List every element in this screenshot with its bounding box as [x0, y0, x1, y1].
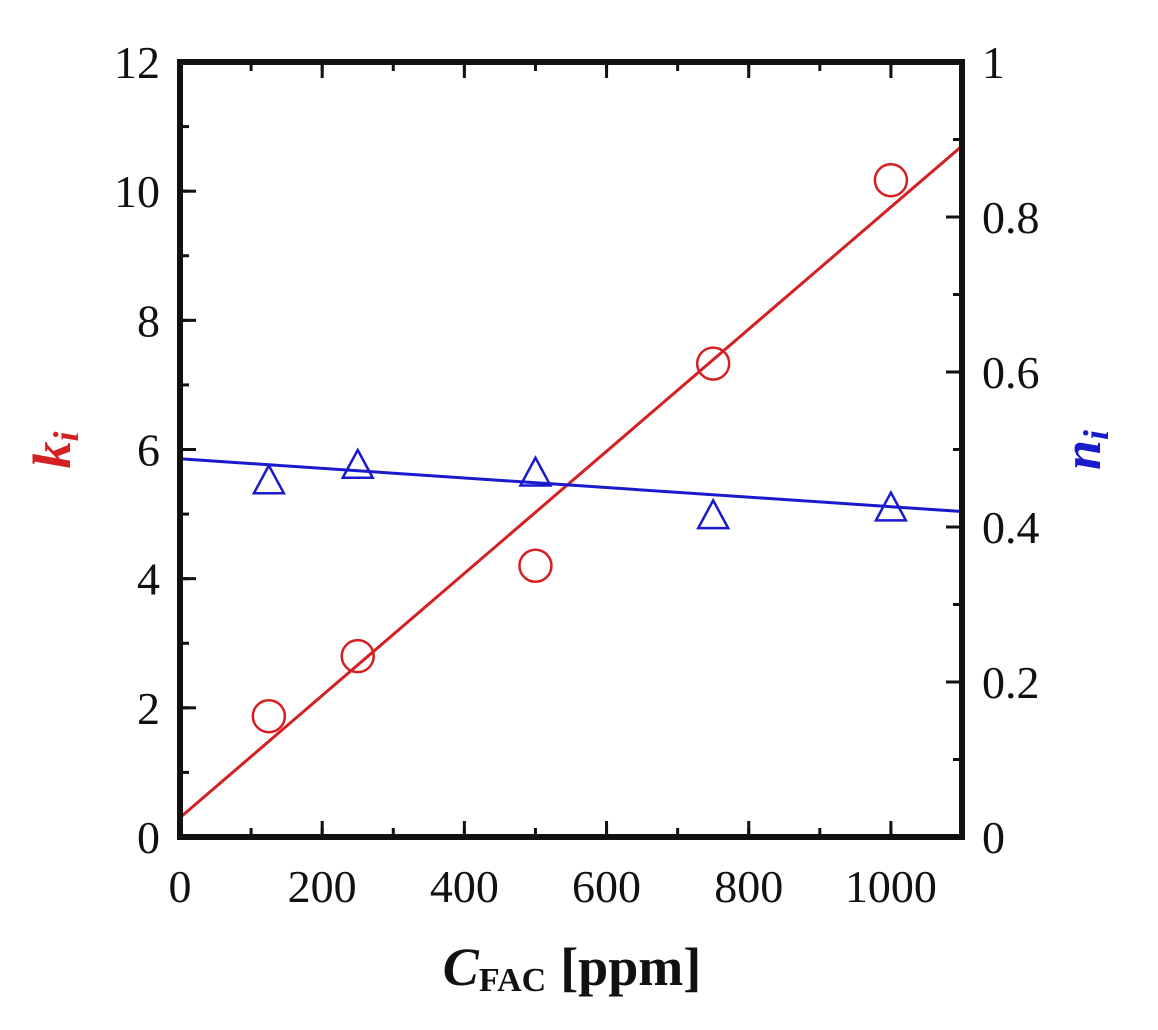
minor-ticks — [180, 62, 962, 837]
x-tick-labels: 0 200 400 600 800 1000 — [169, 861, 937, 912]
circle-marker — [873, 162, 909, 198]
y-right-tick-label: 0.8 — [982, 192, 1040, 243]
x-tick-label: 0 — [169, 861, 192, 912]
y-left-tick-label: 2 — [137, 683, 160, 734]
triangle-marker — [518, 455, 553, 487]
triangle-marker — [873, 489, 909, 522]
circle-marker — [695, 346, 731, 381]
y-left-axis-title-sub: i — [46, 431, 86, 441]
y-left-axis-title-main: k — [22, 442, 82, 469]
y-left-tick-label: 10 — [114, 166, 160, 217]
triangle-marker — [696, 497, 731, 530]
y-right-tick-label: 0.4 — [982, 502, 1040, 553]
x-axis-title-sub: FAC — [479, 962, 546, 999]
y-left-tick-label: 4 — [137, 554, 160, 605]
y-right-tick-label: 0.2 — [982, 657, 1040, 708]
y-right-tick-labels: 0 0.2 0.4 0.6 0.8 1 — [982, 37, 1040, 863]
x-axis-title-unit: [ppm] — [560, 937, 701, 997]
y-right-tick-label: 0 — [982, 812, 1005, 863]
y-left-axis-title: ki — [22, 431, 86, 468]
triangle-marker — [251, 462, 286, 495]
x-tick-label: 200 — [288, 861, 357, 912]
y-right-tick-label: 0.6 — [982, 347, 1040, 398]
y-right-axis-title: ni — [1052, 430, 1116, 470]
x-tick-label: 400 — [430, 861, 499, 912]
x-axis-title-main: C — [443, 937, 480, 997]
fit-line-triangle — [179, 457, 963, 513]
triangle-marker — [340, 447, 375, 479]
y-left-tick-label: 8 — [137, 295, 160, 346]
y-left-tick-label: 0 — [137, 812, 160, 863]
y-right-axis-title-main: n — [1052, 440, 1112, 470]
y-right-axis-title-sub: i — [1076, 430, 1116, 440]
plot-frame — [177, 59, 965, 840]
major-ticks — [178, 60, 962, 839]
fit-lines — [179, 144, 963, 819]
y-left-tick-label: 6 — [137, 425, 160, 476]
x-tick-label: 800 — [714, 861, 783, 912]
fit-line-circle — [179, 144, 963, 819]
circle-marker — [518, 548, 553, 583]
y-left-tick-label: 12 — [114, 37, 160, 88]
circle-marker — [340, 638, 375, 674]
y-right-tick-label: 1 — [982, 37, 1005, 88]
x-tick-label: 600 — [572, 861, 641, 912]
x-tick-label: 1000 — [845, 861, 937, 912]
circle-marker — [251, 698, 287, 734]
x-axis-title: CFAC [ppm] — [443, 937, 701, 999]
data-markers — [251, 162, 909, 734]
y-left-tick-labels: 0 2 4 6 8 10 12 — [114, 37, 160, 863]
